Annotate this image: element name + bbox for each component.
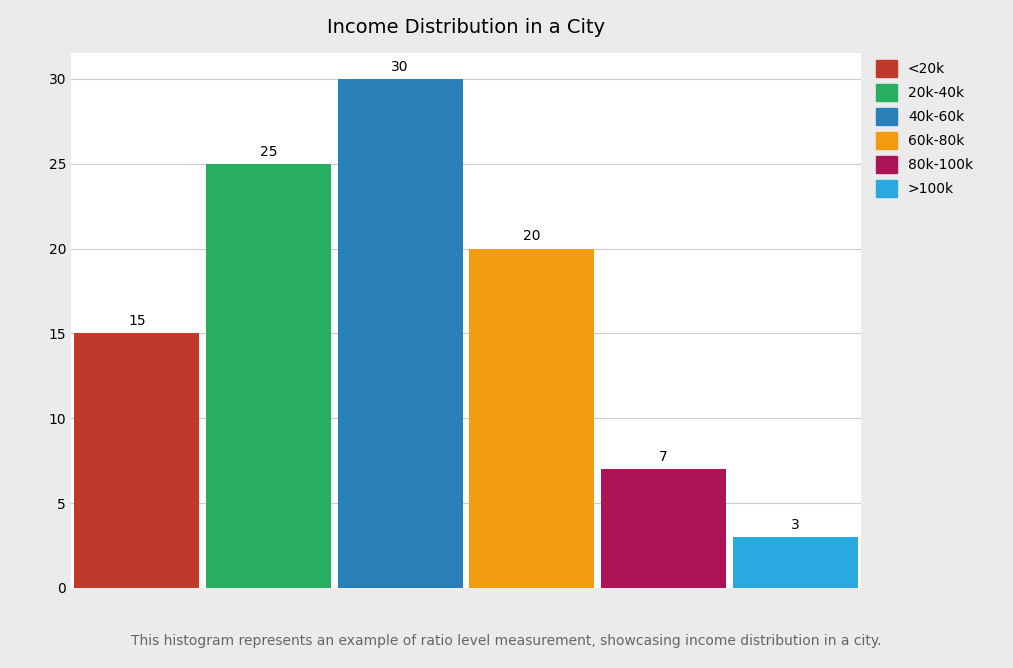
Text: 15: 15 [128, 314, 146, 328]
Bar [337, 79, 463, 588]
Bar [601, 469, 726, 588]
Text: 7: 7 [659, 450, 668, 464]
Bar [732, 537, 858, 588]
Text: 30: 30 [391, 60, 409, 73]
Bar [469, 248, 595, 588]
Bar [74, 333, 200, 588]
Legend: <20k, 20k-40k, 40k-60k, 60k-80k, 80k-100k, >100k: <20k, 20k-40k, 40k-60k, 60k-80k, 80k-100… [876, 60, 972, 197]
Bar [206, 164, 331, 588]
Text: This histogram represents an example of ratio level measurement, showcasing inco: This histogram represents an example of … [132, 635, 881, 648]
Text: 20: 20 [523, 229, 541, 243]
Text: 25: 25 [259, 145, 278, 158]
Text: 3: 3 [791, 518, 799, 532]
Title: Income Distribution in a City: Income Distribution in a City [327, 17, 605, 37]
